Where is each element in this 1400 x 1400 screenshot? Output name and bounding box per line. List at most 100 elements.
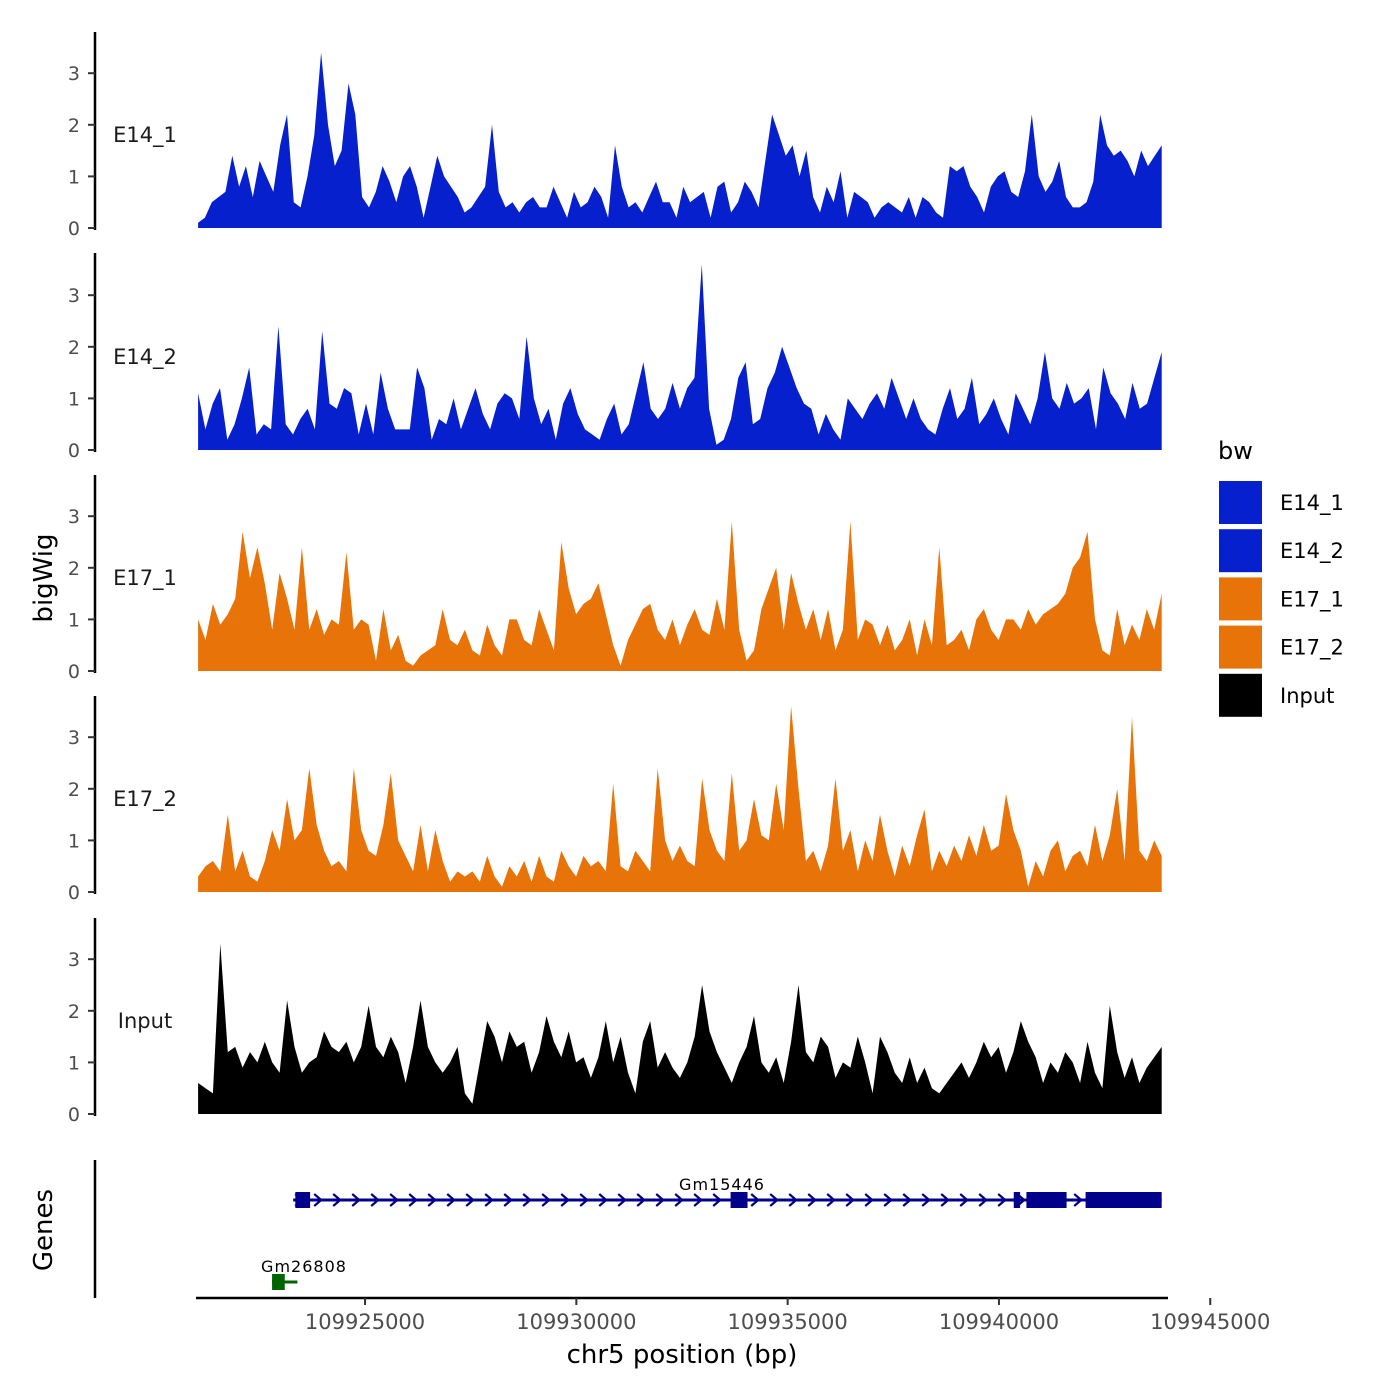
y-tick-label: 0 [68, 218, 80, 240]
y-tick-label: 1 [68, 609, 80, 631]
legend-swatch [1217, 575, 1264, 623]
coverage-area-Input [198, 943, 1162, 1114]
legend-item-E17_1: E17_1 [1217, 575, 1344, 623]
gene-Gm26808: Gm26808 [261, 1257, 347, 1290]
gene-label: Gm26808 [261, 1257, 347, 1276]
legend-label: E17_2 [1280, 636, 1344, 661]
strand-chevron [902, 1193, 912, 1207]
strand-chevron [864, 1193, 874, 1207]
y-tick-label: 2 [68, 779, 80, 801]
y-tick-label: 1 [68, 830, 80, 852]
track-label: E17_2 [113, 787, 177, 812]
track-Input: 0 1 2 3 Input [68, 918, 1162, 1126]
legend-swatch [1217, 671, 1264, 719]
strand-chevron [826, 1193, 836, 1207]
strand-chevron [370, 1193, 380, 1207]
y-tick-label: 1 [68, 166, 80, 188]
y-tick-label: 3 [68, 727, 80, 749]
strand-chevron [503, 1193, 513, 1207]
coverage-area-E17_2 [198, 706, 1162, 892]
strand-chevron [959, 1193, 969, 1207]
track-label: E17_1 [113, 566, 177, 591]
y-tick-label: 0 [68, 440, 80, 462]
y-tick-label: 1 [68, 1052, 80, 1074]
x-tick-label: 109925000 [305, 1310, 425, 1334]
coverage-area-E14_1 [198, 52, 1162, 228]
y-tick-label: 3 [68, 63, 80, 85]
genes-axis-title: Genes [29, 1189, 59, 1271]
strand-chevron [598, 1193, 608, 1207]
legend-label: E17_1 [1280, 587, 1344, 612]
strand-chevron [788, 1193, 798, 1207]
y-tick-label: 3 [68, 506, 80, 528]
legend-label: Input [1280, 684, 1334, 708]
strand-chevron [484, 1193, 494, 1207]
track-label: Input [118, 1009, 172, 1033]
y-tick-label: 2 [68, 558, 80, 580]
gene-exon [295, 1192, 311, 1208]
track-E17_2: 0 1 2 3 E17_2 [68, 696, 1162, 904]
strand-chevron [674, 1193, 684, 1207]
y-tick-label: 2 [68, 337, 80, 359]
gene-exon [272, 1274, 285, 1290]
strand-chevron [560, 1193, 570, 1207]
strand-chevron [712, 1193, 722, 1207]
strand-chevron [845, 1193, 855, 1207]
legend-label: E14_1 [1280, 491, 1344, 516]
track-E14_1: 0 1 2 3 E14_1 [68, 32, 1162, 240]
strand-chevron [389, 1193, 399, 1207]
coverage-area-E17_1 [198, 521, 1162, 671]
strand-chevron [446, 1193, 456, 1207]
y-axis-title: bigWig [29, 533, 59, 622]
legend: bw E14_1 E14_2 E17_1 E17_2 Input [1217, 437, 1344, 719]
y-tick-label: 1 [68, 388, 80, 410]
strand-chevron [883, 1193, 893, 1207]
legend-item-E14_2: E14_2 [1217, 527, 1344, 575]
strand-chevron [693, 1193, 703, 1207]
strand-chevron [522, 1193, 532, 1207]
y-tick-label: 2 [68, 1001, 80, 1023]
legend-swatch [1217, 623, 1264, 671]
track-E17_1: 0 1 2 3 E17_1 [68, 475, 1162, 683]
y-tick-label: 2 [68, 115, 80, 137]
strand-chevron [636, 1193, 646, 1207]
strand-chevron [408, 1193, 418, 1207]
x-tick-label: 109935000 [728, 1310, 848, 1334]
y-tick-label: 3 [68, 285, 80, 307]
gene-exon [1013, 1192, 1021, 1208]
track-E14_2: 0 1 2 3 E14_2 [68, 253, 1162, 462]
strand-chevron [921, 1193, 931, 1207]
y-tick-label: 0 [68, 661, 80, 683]
y-tick-label: 3 [68, 949, 80, 971]
legend-swatch [1217, 479, 1264, 526]
strand-chevron [465, 1193, 475, 1207]
strand-chevron [655, 1193, 665, 1207]
strand-chevron [997, 1193, 1007, 1207]
coverage-tracks: 0 1 2 3 E14_1 0 1 2 3 E14_2 0 1 2 3 E17_1 0 1 2 3 E17_2 0 1 2 3… [68, 32, 1162, 1126]
strand-chevron [1073, 1193, 1083, 1207]
track-label: E14_1 [113, 123, 177, 148]
strand-chevron [769, 1193, 779, 1207]
x-tick-label: 109930000 [516, 1310, 636, 1334]
legend-title: bw [1218, 437, 1253, 465]
track-label: E14_2 [113, 345, 177, 370]
strand-chevron [427, 1193, 437, 1207]
gene-label: Gm15446 [679, 1175, 765, 1194]
strand-chevron [807, 1193, 817, 1207]
legend-items: E14_1 E14_2 E17_1 E17_2 Input [1217, 479, 1344, 719]
gene-exon [1085, 1192, 1162, 1208]
strand-chevron [940, 1193, 950, 1207]
gene-exon [1026, 1192, 1067, 1208]
legend-swatch [1217, 527, 1264, 575]
legend-item-E17_2: E17_2 [1217, 623, 1344, 671]
legend-item-E14_1: E14_1 [1217, 479, 1344, 526]
strand-chevron [313, 1193, 323, 1207]
strand-chevron [750, 1193, 760, 1207]
genes-panel: Gm15446 Gm26808 [93, 1160, 1162, 1298]
strand-chevron [617, 1193, 627, 1207]
y-tick-label: 0 [68, 882, 80, 904]
x-tick-label: 109945000 [1150, 1310, 1270, 1334]
legend-item-Input: Input [1217, 671, 1334, 719]
